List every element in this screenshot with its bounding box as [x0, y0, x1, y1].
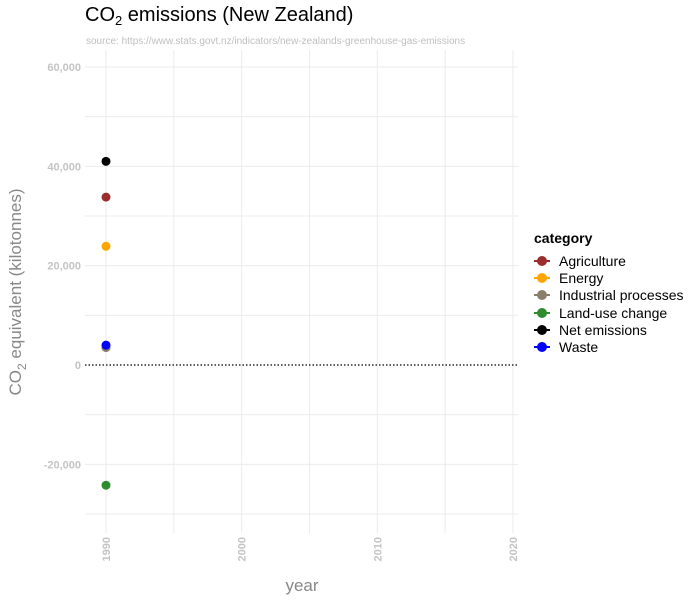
legend-swatch [534, 307, 552, 318]
legend-item: Industrial processes [534, 287, 684, 304]
legend-item: Agriculture [534, 252, 684, 269]
legend-swatch [534, 324, 552, 335]
data-point-land-use-change [101, 480, 111, 490]
data-point-net-emissions [101, 156, 111, 166]
y-tick-label: 0 [75, 360, 81, 372]
x-tick-label: 1990 [101, 537, 113, 561]
legend-label: Energy [559, 269, 604, 286]
y-tick-label: 60,000 [47, 62, 81, 74]
legend-swatch [534, 342, 552, 353]
x-tick-label: 2020 [508, 537, 520, 561]
x-axis-title: year [285, 576, 318, 595]
legend-label: Waste [559, 339, 599, 356]
x-tick-label: 2010 [372, 537, 384, 561]
legend-label: Land-use change [559, 304, 668, 321]
legend-swatch [534, 290, 552, 301]
legend-label: Net emissions [559, 321, 647, 338]
y-tick-label: 40,000 [47, 161, 81, 173]
legend-item: Net emissions [534, 321, 684, 338]
y-axis-title: CO2 equivalent (kilotonnes) [6, 188, 29, 395]
y-axis-tick-labels: -20,000 0 20,000 40,000 60,000 [44, 62, 81, 471]
grid-lines [85, 50, 518, 533]
legend-title: category [534, 230, 593, 246]
data-point-waste [101, 340, 111, 350]
chart-title: CO2 emissions (New Zealand) [85, 4, 354, 28]
legend-item: Land-use change [534, 304, 684, 321]
data-point-agriculture [101, 192, 111, 202]
legend: category Agriculture Energy Industrial pro… [534, 230, 684, 356]
legend-item: Waste [534, 338, 684, 355]
legend-item: Energy [534, 269, 684, 286]
data-points [101, 156, 111, 490]
legend-label: Industrial processes [559, 287, 684, 304]
y-tick-label: 20,000 [47, 261, 81, 273]
legend-swatch [534, 255, 552, 266]
x-axis-tick-labels: 1990 2000 2010 2020 [101, 537, 520, 561]
legend-label: Agriculture [559, 252, 626, 269]
legend-swatch [534, 272, 552, 283]
y-tick-label: -20,000 [44, 459, 81, 471]
data-point-energy [101, 241, 111, 251]
x-tick-label: 2000 [237, 537, 249, 561]
chart-subtitle: source: https://www.stats.govt.nz/indica… [86, 36, 466, 47]
